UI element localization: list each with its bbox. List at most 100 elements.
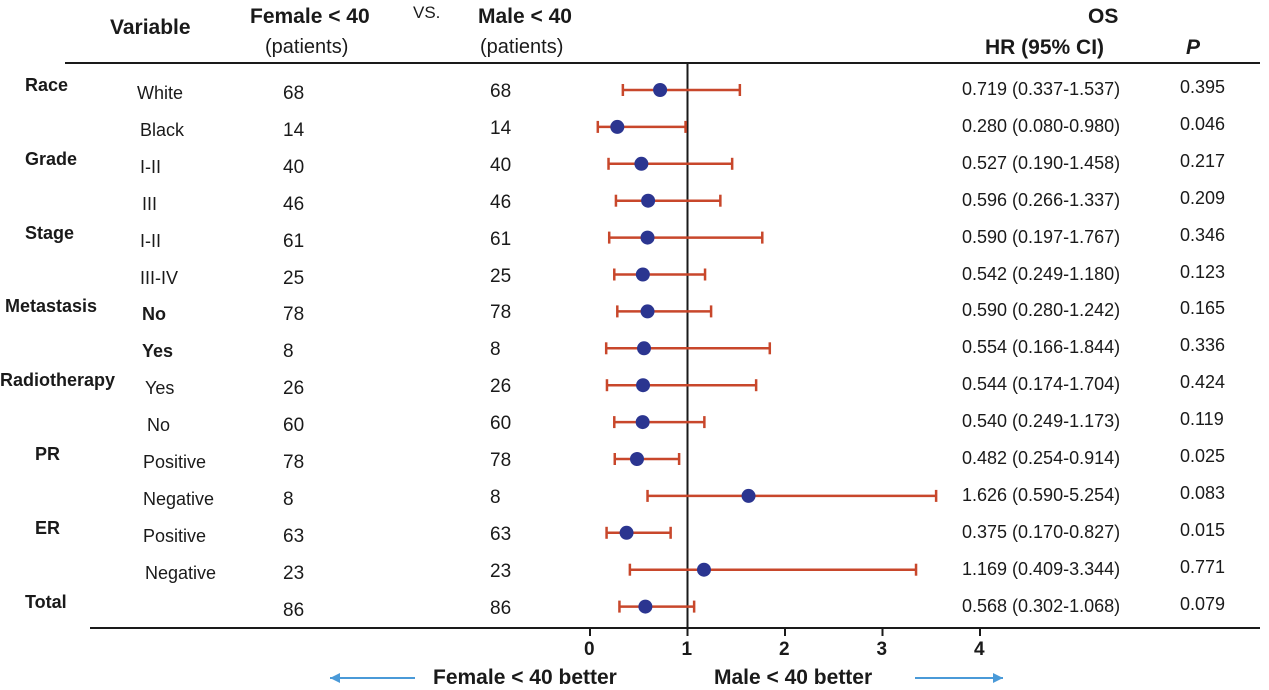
subgroup-label: I-II xyxy=(140,230,161,251)
group-label: Stage xyxy=(25,222,75,243)
hr-ci-value: 0.542 (0.249-1.180) xyxy=(962,263,1121,284)
subgroup-label: Positive xyxy=(143,452,207,472)
female-header: Female < 40 xyxy=(250,5,370,28)
male-count: 23 xyxy=(490,560,512,582)
p-value: 0.083 xyxy=(1180,482,1226,503)
group-label: Grade xyxy=(25,148,78,169)
hr-ci-value: 1.169 (0.409-3.344) xyxy=(962,558,1121,579)
male-count: 26 xyxy=(490,376,512,398)
hr-point xyxy=(636,378,651,393)
p-value: 0.119 xyxy=(1180,409,1224,430)
male-better-label: Male < 40 better xyxy=(714,666,873,689)
male-patients-label: (patients) xyxy=(480,36,564,58)
p-value: 0.079 xyxy=(1180,593,1226,614)
vs-label: VS. xyxy=(413,3,441,22)
female-count: 26 xyxy=(283,378,305,400)
male-count: 86 xyxy=(490,597,512,619)
p-value: 0.165 xyxy=(1180,298,1226,319)
p-value: 0.025 xyxy=(1180,446,1226,466)
p-value: 0.336 xyxy=(1180,335,1226,356)
hr-ci-value: 0.482 (0.254-0.914) xyxy=(962,448,1121,468)
group-label: PR xyxy=(35,444,61,464)
group-label: ER xyxy=(35,517,61,538)
female-patients-label: (patients) xyxy=(265,36,349,58)
subgroup-label: III-IV xyxy=(140,267,179,288)
male-count: 63 xyxy=(490,523,512,545)
hr-point xyxy=(635,415,650,430)
hr-ci-value: 1.626 (0.590-5.254) xyxy=(962,484,1121,505)
subgroup-label: No xyxy=(142,304,166,325)
male-count: 14 xyxy=(490,117,512,139)
female-count: 60 xyxy=(283,415,305,437)
x-tick-label: 2 xyxy=(779,639,790,660)
p-value: 0.395 xyxy=(1180,77,1226,97)
male-header: Male < 40 xyxy=(478,5,572,28)
female-count: 14 xyxy=(283,119,305,141)
male-count: 78 xyxy=(490,450,512,471)
female-count: 25 xyxy=(283,267,305,289)
male-count: 25 xyxy=(490,265,512,287)
hr-ci-value: 0.280 (0.080-0.980) xyxy=(962,115,1121,136)
female-count: 23 xyxy=(283,562,305,584)
hr-point xyxy=(635,267,650,282)
subgroup-label: III xyxy=(142,193,158,214)
left-arrow-head xyxy=(330,673,340,683)
p-value: 0.209 xyxy=(1180,187,1226,208)
p-value: 0.217 xyxy=(1180,150,1226,171)
male-count: 40 xyxy=(490,154,512,176)
subgroup-label: I-II xyxy=(140,156,161,177)
p-value: 0.346 xyxy=(1180,224,1226,245)
male-count: 8 xyxy=(490,339,501,361)
male-count: 46 xyxy=(490,191,512,213)
female-count: 78 xyxy=(283,304,305,326)
female-count: 63 xyxy=(283,525,305,547)
hr-point xyxy=(610,119,625,134)
hr-ci-header: HR (95% CI) xyxy=(985,36,1105,59)
hr-ci-value: 0.596 (0.266-1.337) xyxy=(962,189,1121,210)
p-value: 0.771 xyxy=(1180,556,1226,577)
group-label: Metastasis xyxy=(5,296,98,317)
x-tick-label: 0 xyxy=(584,639,595,660)
p-value: 0.046 xyxy=(1180,113,1226,134)
hr-ci-value: 0.590 (0.280-1.242) xyxy=(962,300,1121,321)
hr-ci-value: 0.554 (0.166-1.844) xyxy=(962,337,1121,358)
forest-marks xyxy=(589,63,981,636)
hr-point xyxy=(640,304,655,319)
hr-point xyxy=(653,83,668,97)
female-count: 40 xyxy=(283,156,305,178)
subgroup-label: White xyxy=(137,83,184,103)
p-value: 0.424 xyxy=(1180,372,1226,393)
p-value: 0.015 xyxy=(1180,519,1226,540)
hr-point xyxy=(619,525,634,540)
variable-header: Variable xyxy=(110,16,191,39)
p-header: P xyxy=(1186,36,1201,59)
female-count: 68 xyxy=(283,83,305,104)
male-count: 61 xyxy=(490,228,512,250)
direction-arrows xyxy=(330,673,1003,683)
hr-ci-value: 0.540 (0.249-1.173) xyxy=(962,411,1121,432)
hr-point xyxy=(638,599,653,614)
hr-ci-value: 0.375 (0.170-0.827) xyxy=(962,521,1121,542)
hr-point xyxy=(629,452,644,466)
hr-ci-value: 0.719 (0.337-1.537) xyxy=(962,79,1121,99)
group-label: Total xyxy=(25,591,67,612)
group-label: Radiotherapy xyxy=(0,370,116,391)
subgroup-label: Negative xyxy=(143,488,215,509)
hr-point xyxy=(641,193,656,208)
hr-point xyxy=(640,230,655,245)
x-tick-label: 1 xyxy=(681,639,693,660)
male-count: 8 xyxy=(490,486,501,508)
female-count: 8 xyxy=(283,488,294,510)
group-label: Race xyxy=(25,75,69,95)
right-arrow-head xyxy=(993,673,1003,683)
hr-ci-value: 0.544 (0.174-1.704) xyxy=(962,374,1121,395)
x-tick-label: 3 xyxy=(876,639,888,660)
hr-point xyxy=(741,488,756,503)
male-count: 60 xyxy=(490,413,512,435)
female-count: 8 xyxy=(283,341,294,363)
hr-ci-value: 0.568 (0.302-1.068) xyxy=(962,595,1121,616)
female-count: 61 xyxy=(283,230,305,252)
subgroup-label: Black xyxy=(140,119,185,140)
subgroup-label: Positive xyxy=(143,525,207,546)
p-value: 0.123 xyxy=(1180,261,1226,282)
